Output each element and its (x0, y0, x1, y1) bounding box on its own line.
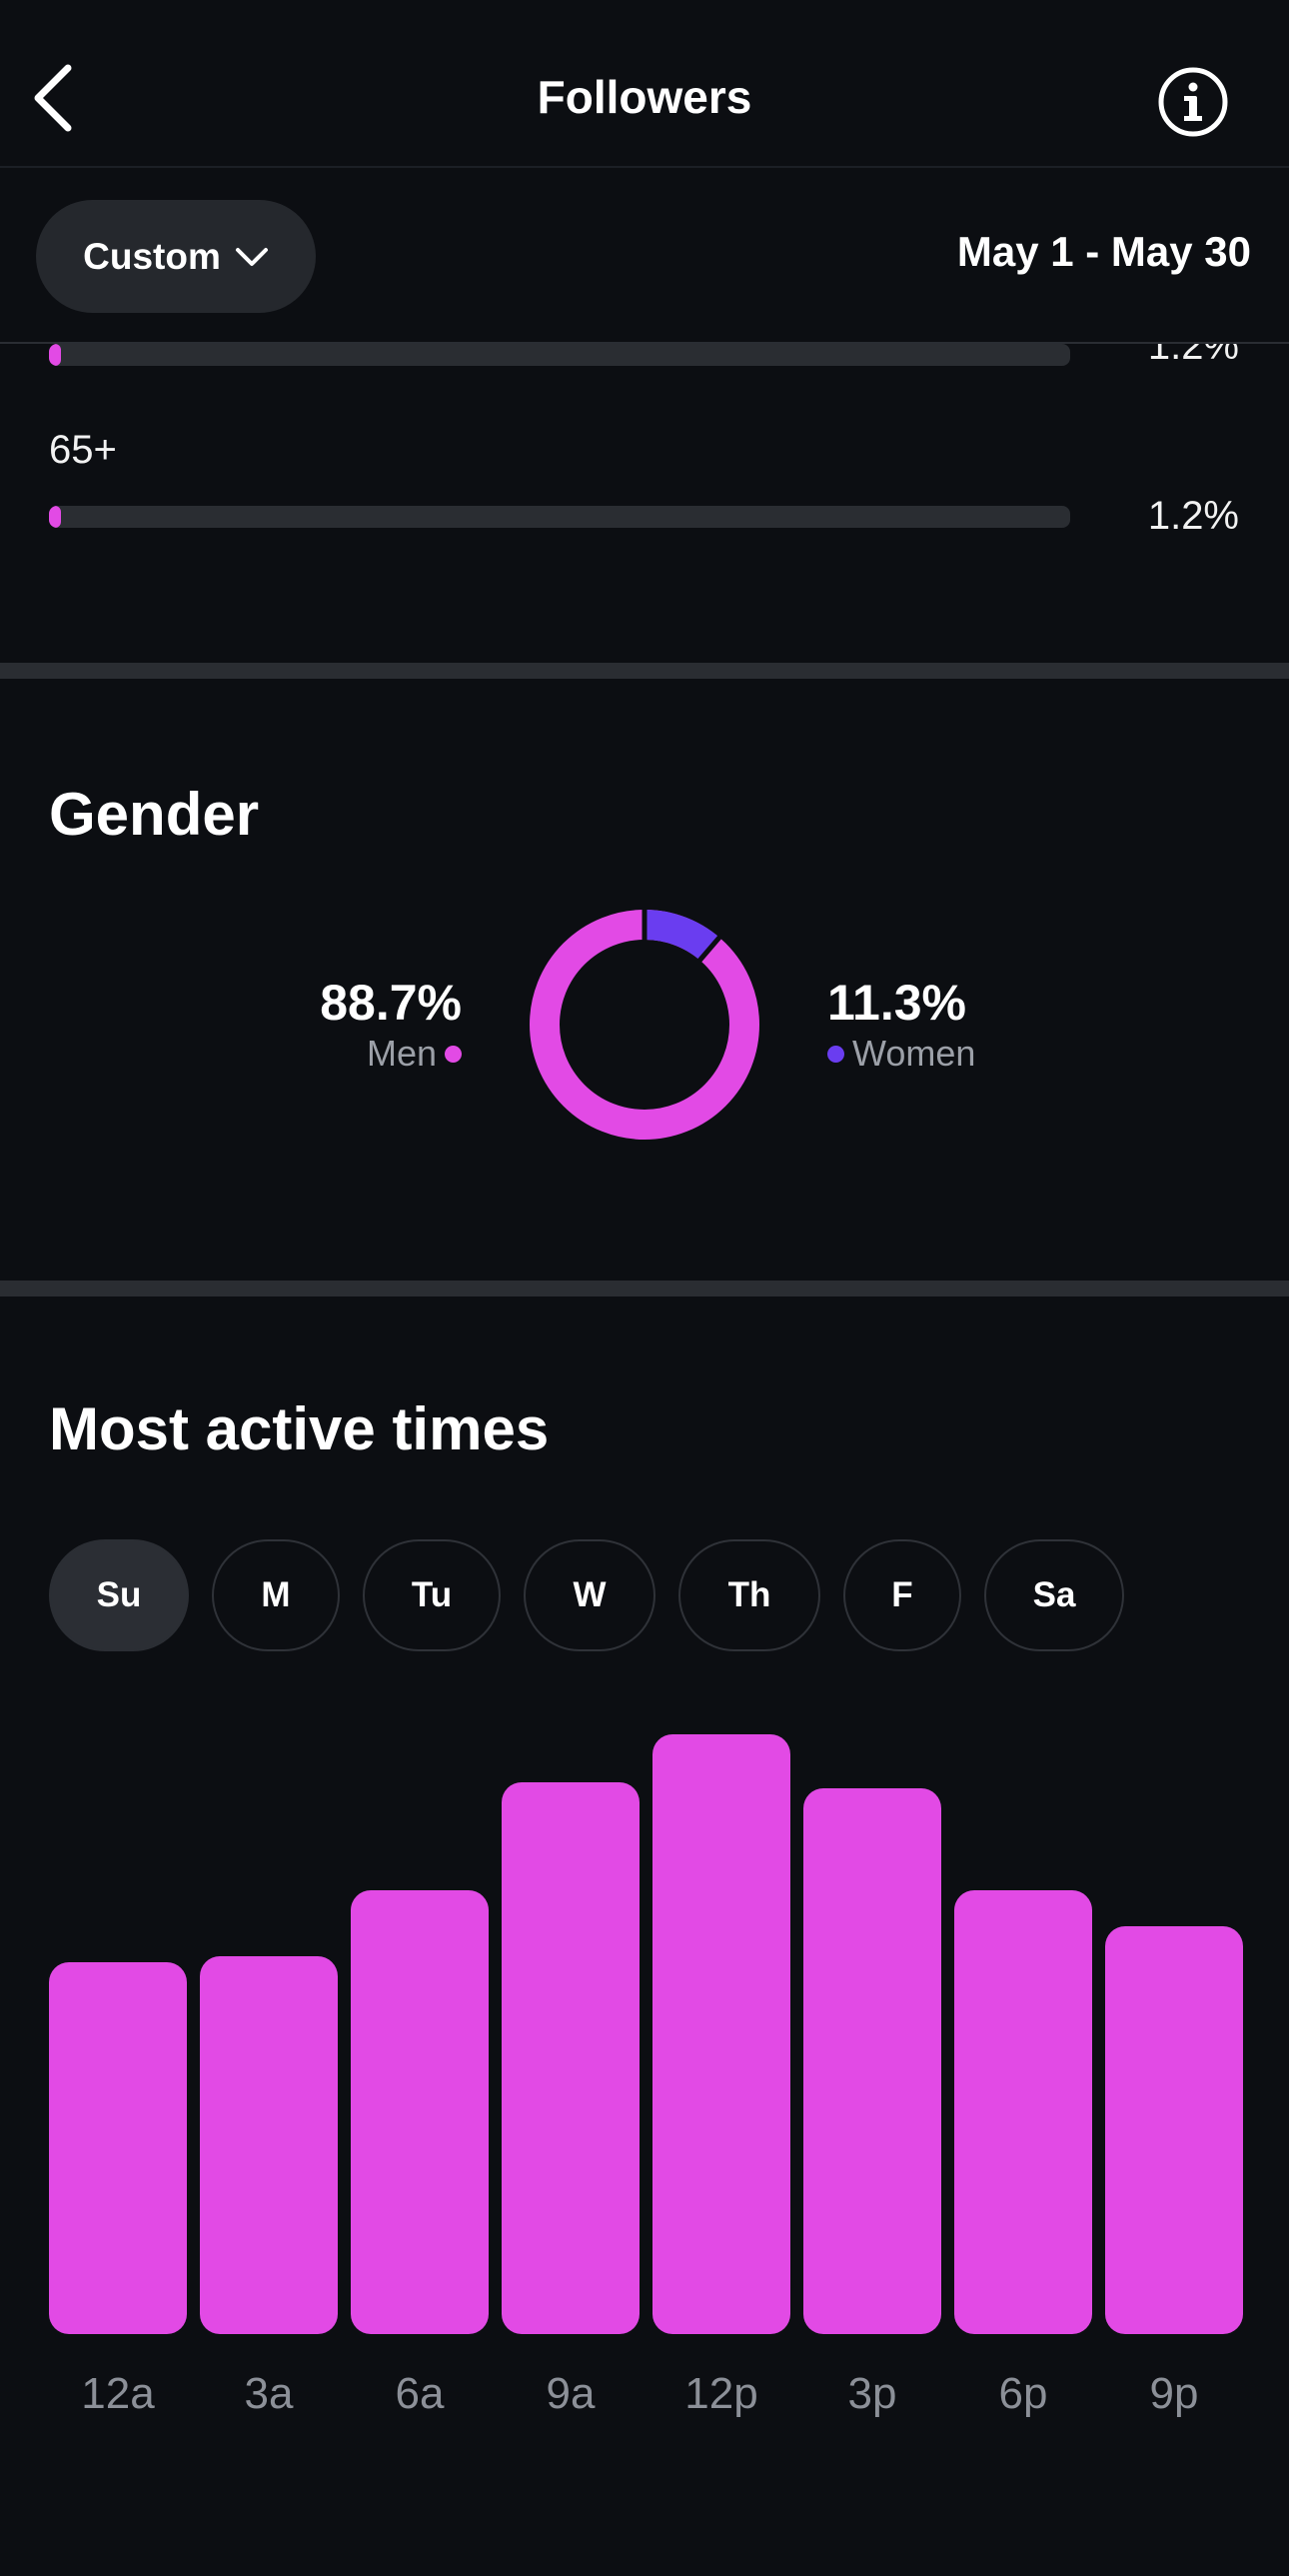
age-bar-fill (49, 506, 62, 528)
day-pill-th[interactable]: Th (678, 1539, 820, 1651)
day-pill-m[interactable]: M (212, 1539, 340, 1651)
x-tick-label: 6p (998, 2369, 1048, 2418)
x-tick-label: 9a (546, 2369, 596, 2418)
day-pill-f[interactable]: F (843, 1539, 961, 1651)
info-button[interactable] (1157, 66, 1229, 138)
age-value: 1.2% (1147, 344, 1239, 368)
men-percent: 88.7% (320, 975, 462, 1031)
active-times-bar-chart: 12a 3a 6a 9a 12p 3p 6p 9p (0, 1699, 1289, 2459)
bar-9a[interactable] (502, 1782, 640, 2334)
day-pill-w[interactable]: W (524, 1539, 655, 1651)
bar-12p[interactable] (652, 1734, 790, 2334)
gender-donut-chart (530, 910, 759, 1140)
top-nav-bar: Followers (0, 0, 1289, 168)
section-divider (0, 1281, 1289, 1296)
gender-section-title: Gender (49, 781, 260, 848)
age-value: 1.2% (1147, 494, 1239, 538)
info-circle-icon (1158, 67, 1228, 137)
age-bar-track (49, 506, 1070, 528)
x-tick-label: 3p (847, 2369, 897, 2418)
day-pill-sa[interactable]: Sa (984, 1539, 1124, 1651)
men-legend-dot (445, 1045, 462, 1063)
age-bar-fill (49, 344, 62, 366)
x-tick-label: 12p (684, 2369, 758, 2418)
gender-men: 88.7% Men (320, 974, 462, 1076)
chevron-left-icon (34, 64, 72, 132)
active-times-title: Most active times (49, 1395, 550, 1462)
women-label: Women (852, 1033, 976, 1074)
day-pill-tu[interactable]: Tu (363, 1539, 501, 1651)
age-row: 65+ 1.2% (0, 420, 1289, 540)
bar-3a[interactable] (200, 1956, 338, 2334)
bar-9p[interactable] (1105, 1926, 1243, 2334)
gender-breakdown: 88.7% Men 11.3% Women (0, 900, 1289, 1150)
date-range-label: May 1 - May 30 (956, 228, 1251, 275)
donut-men-arc (530, 910, 759, 1140)
page-title: Followers (537, 71, 752, 123)
custom-range-label: Custom (83, 235, 221, 277)
age-label: 65+ (49, 428, 117, 472)
gender-women: 11.3% Women (827, 974, 975, 1076)
age-row: 1.2% (0, 344, 1289, 404)
day-pill-su[interactable]: Su (49, 1539, 189, 1651)
men-label: Men (366, 1033, 437, 1074)
x-tick-label: 3a (244, 2369, 294, 2418)
bar-6p[interactable] (954, 1890, 1092, 2334)
x-tick-label: 9p (1149, 2369, 1199, 2418)
x-tick-label: 6a (395, 2369, 445, 2418)
women-legend-dot (827, 1045, 844, 1063)
bar-6a[interactable] (351, 1890, 489, 2334)
back-button[interactable] (30, 62, 90, 142)
bar-3p[interactable] (803, 1788, 941, 2334)
x-tick-label: 12a (81, 2369, 155, 2418)
section-divider (0, 663, 1289, 679)
women-percent: 11.3% (827, 975, 967, 1031)
chevron-down-icon (235, 247, 268, 266)
age-bar-track (49, 344, 1070, 366)
donut-separator (695, 933, 723, 965)
custom-range-dropdown[interactable]: Custom (36, 200, 316, 313)
date-filter-bar: Custom May 1 - May 30 (0, 168, 1289, 344)
donut-women-arc (644, 910, 719, 961)
bar-12a[interactable] (49, 1962, 187, 2334)
